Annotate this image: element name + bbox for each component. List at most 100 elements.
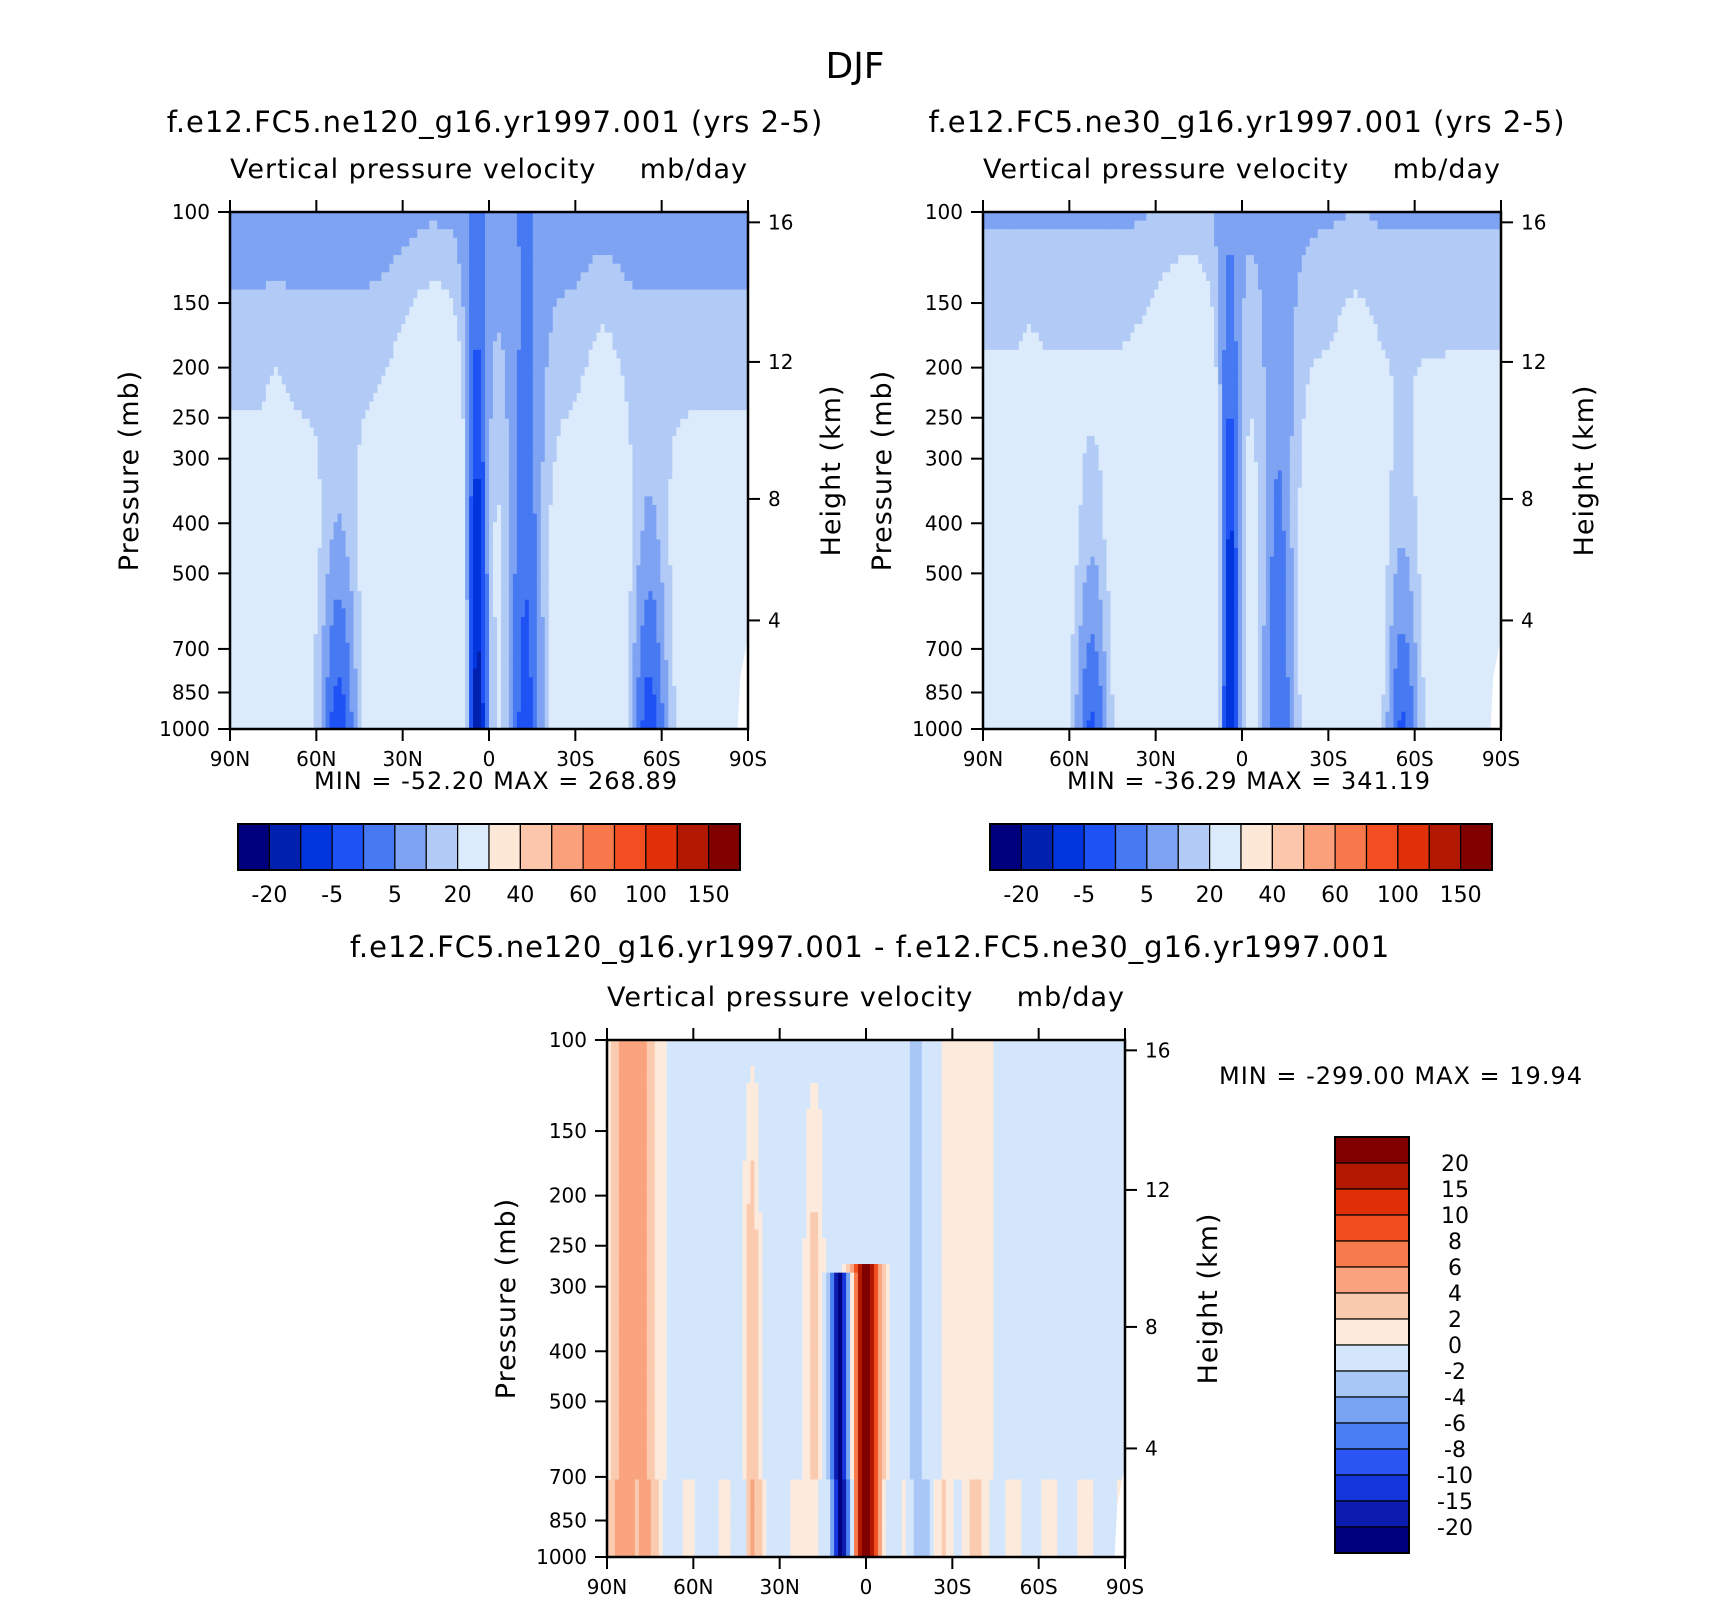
- y-tick-label: 150: [172, 291, 210, 315]
- panel-title: f.e12.FC5.ne120_g16.yr1997.001 - f.e12.F…: [350, 930, 1390, 964]
- y-right-tick-label: 4: [1145, 1436, 1158, 1460]
- x-tick-label: 30S: [933, 1575, 971, 1599]
- y-tick-label: 1000: [159, 717, 210, 741]
- colorbar-label: -6: [1444, 1412, 1466, 1437]
- colorbar-label: 4: [1448, 1282, 1462, 1307]
- colorbar-swatch: [1365, 823, 1399, 871]
- colorbar-label: -4: [1444, 1386, 1466, 1411]
- colorbar-swatch: [1334, 1318, 1410, 1346]
- x-tick-label: 90N: [210, 747, 250, 771]
- panel-subtitle-right: mb/day: [640, 154, 748, 185]
- colorbar-swatch: [237, 823, 270, 871]
- colorbar-label: 5: [388, 883, 402, 908]
- colorbar-frame: [237, 823, 741, 871]
- x-tick-label: 90S: [729, 747, 767, 771]
- panel-title: f.e12.FC5.ne30_g16.yr1997.001 (yrs 2-5): [928, 105, 1565, 139]
- terrain-mask: [1114, 1463, 1125, 1557]
- colorbar-swatch: [1303, 823, 1336, 871]
- y-right-tick-label: 12: [1521, 350, 1546, 374]
- y-tick-label: 100: [549, 1028, 587, 1052]
- x-tick-label: 60S: [1020, 1575, 1058, 1599]
- colorbar: -20 -5 5 20 40 60 100 150: [989, 823, 1493, 908]
- colorbar-swatch: [1428, 823, 1462, 871]
- x-tick-label: 0: [860, 1575, 873, 1599]
- colorbar-label: 15: [1441, 1178, 1469, 1203]
- y-axis-label-right: Height (km): [816, 385, 847, 557]
- y-tick-label: 700: [925, 637, 963, 661]
- colorbar-label: -20: [1437, 1516, 1473, 1541]
- colorbar-label: -2: [1444, 1360, 1466, 1385]
- x-tick-label: 90S: [1482, 747, 1520, 771]
- colorbar-label: 100: [625, 883, 667, 908]
- heatmap-field: [607, 1040, 1126, 1558]
- y-tick-label: 700: [549, 1465, 587, 1489]
- colorbar-swatch: [268, 823, 302, 871]
- x-tick-label: 0: [1236, 747, 1249, 771]
- y-axis-label: Pressure (mb): [491, 1198, 522, 1399]
- colorbar-swatch: [488, 823, 521, 871]
- colorbar-label: 2: [1448, 1308, 1462, 1333]
- y-tick-label: 850: [172, 681, 210, 705]
- y-tick-label: 150: [549, 1119, 587, 1143]
- colorbar-swatch: [1177, 823, 1211, 871]
- colorbar-label: 40: [1258, 883, 1286, 908]
- y-axis-label: Pressure (mb): [114, 370, 145, 571]
- colorbar-swatch: [676, 823, 710, 871]
- colorbar-swatch: [1334, 1292, 1410, 1320]
- colorbar-label: 8: [1448, 1230, 1462, 1255]
- colorbar-label: 20: [444, 883, 472, 908]
- colorbar-swatch: [1334, 1136, 1410, 1164]
- x-tick-label: 90S: [1106, 1575, 1144, 1599]
- panel-subtitle-right: mb/day: [1017, 982, 1125, 1013]
- y-right-tick-label: 12: [1145, 1178, 1170, 1202]
- x-tick-label: 30N: [759, 1575, 799, 1599]
- colorbar-label: -20: [251, 883, 287, 908]
- colorbar-swatch: [582, 823, 616, 871]
- colorbar-label: 10: [1441, 1204, 1469, 1229]
- panel-title: f.e12.FC5.ne120_g16.yr1997.001 (yrs 2-5): [167, 105, 824, 139]
- colorbar-swatch: [1334, 1500, 1410, 1528]
- y-right-tick-label: 8: [1521, 487, 1534, 511]
- colorbar-swatch: [331, 823, 365, 871]
- y-axis-label-right: Height (km): [1569, 385, 1600, 557]
- y-tick-label: 300: [549, 1275, 587, 1299]
- x-tick-label: 30S: [1309, 747, 1347, 771]
- y-right-tick-label: 4: [768, 608, 781, 632]
- min-max-stats: MIN = -36.29 MAX = 341.19: [1067, 767, 1431, 795]
- panel-subtitle-right: mb/day: [1393, 154, 1501, 185]
- y-tick-label: 100: [172, 200, 210, 224]
- y-right-tick-label: 12: [768, 350, 793, 374]
- colorbar-label: -5: [1073, 883, 1095, 908]
- colorbar-swatch: [1460, 823, 1493, 871]
- colorbar-swatch: [519, 823, 553, 871]
- colorbar-swatch: [300, 823, 333, 871]
- x-tick-label: 0: [483, 747, 496, 771]
- y-right-tick-label: 8: [1145, 1315, 1158, 1339]
- y-tick-label: 850: [925, 681, 963, 705]
- colorbar-swatch: [1397, 823, 1430, 871]
- colorbar-label: 20: [1196, 883, 1224, 908]
- colorbar-swatch: [1114, 823, 1148, 871]
- colorbar-label: 0: [1448, 1334, 1462, 1359]
- colorbar-label: -15: [1437, 1490, 1473, 1515]
- y-right-tick-label: 16: [1521, 210, 1546, 234]
- min-max-stats: MIN = -52.20 MAX = 268.89: [314, 767, 678, 795]
- y-right-tick-label: 4: [1521, 608, 1534, 632]
- y-tick-label: 250: [549, 1234, 587, 1258]
- colorbar-swatch: [1334, 1370, 1410, 1398]
- y-tick-label: 300: [172, 447, 210, 471]
- y-tick-label: 250: [172, 406, 210, 430]
- colorbar-label: 5: [1140, 883, 1154, 908]
- panel-subtitle-left: Vertical pressure velocity: [607, 982, 973, 1013]
- colorbar-swatch: [1209, 823, 1242, 871]
- y-tick-label: 400: [172, 511, 210, 535]
- colorbar-swatch: [1334, 1188, 1410, 1216]
- colorbar-swatch: [1020, 823, 1054, 871]
- colorbar-swatch: [1334, 823, 1368, 871]
- y-tick-label: 850: [549, 1509, 587, 1533]
- colorbar-label: 100: [1377, 883, 1419, 908]
- colorbar-swatch: [1334, 1162, 1410, 1190]
- x-tick-label: 30N: [382, 747, 422, 771]
- terrain-mask: [1490, 635, 1501, 729]
